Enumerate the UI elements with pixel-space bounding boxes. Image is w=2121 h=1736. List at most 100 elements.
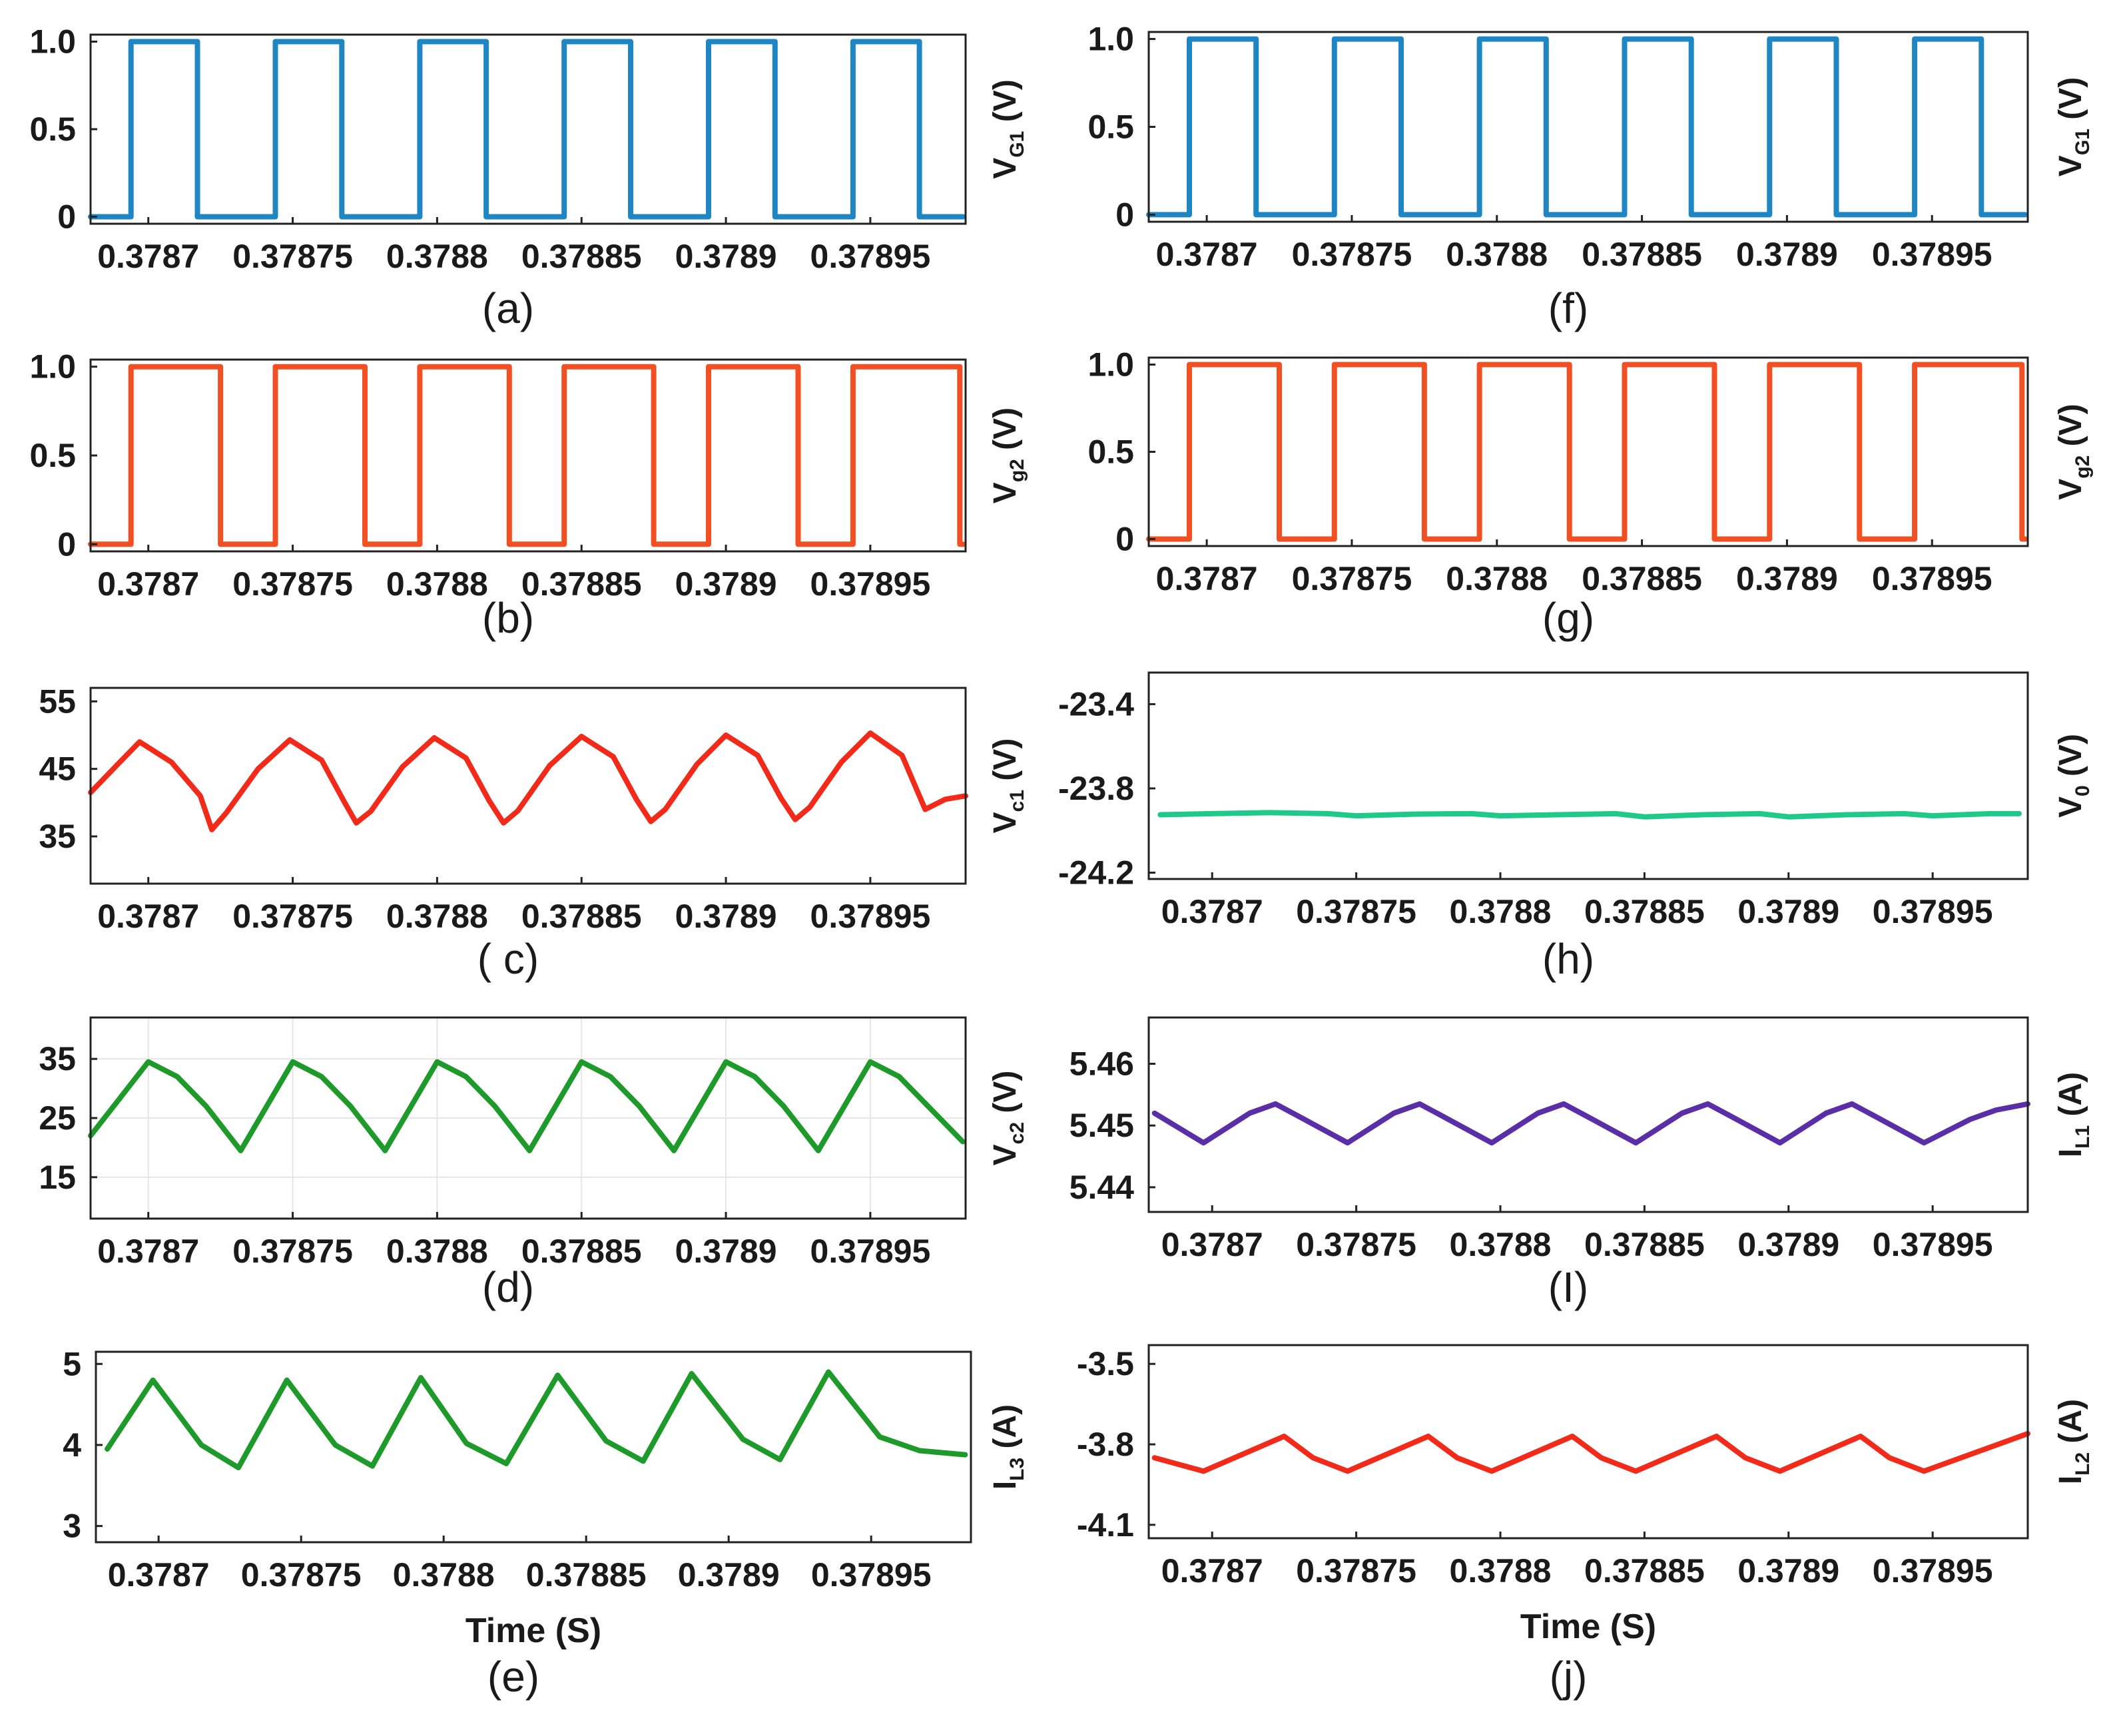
panel-caption: (g): [1542, 594, 1594, 642]
panel-caption: (h): [1542, 935, 1594, 983]
y-tick-label: 15: [39, 1159, 76, 1196]
y-tick-label: 3: [63, 1508, 81, 1545]
y-axis-label: VG1 (V): [2053, 77, 2094, 176]
x-tick-label: 0.37875: [1292, 236, 1412, 273]
x-tick-label: 0.3788: [1446, 236, 1548, 273]
x-tick-label: 0.3789: [675, 1233, 777, 1270]
series-line-VG1: [1146, 36, 2028, 218]
panel-caption: (e): [487, 1653, 539, 1701]
x-tick-label: 0.3789: [675, 898, 777, 935]
x-tick-label: 0.37885: [521, 1233, 642, 1270]
x-tick-label: 0.37885: [521, 238, 642, 275]
y-tick-label: 4: [63, 1426, 81, 1464]
y-tick-label: -24.2: [1058, 854, 1134, 892]
panel-c: 0.3787 0.37875 0.3788 0.37885 0.3789 0.37895 3…: [39, 683, 1028, 983]
y-tick-label: 0.5: [1087, 109, 1134, 146]
y-tick-label: -23.8: [1058, 770, 1134, 807]
y-tick-label: -23.4: [1058, 685, 1134, 723]
x-tick-label: 0.37895: [810, 1233, 931, 1270]
y-tick-label: 5.45: [1069, 1107, 1134, 1144]
panel-a: 0.3787 0.37875 0.3788 0.37885 0.3789 0.37895 0…: [29, 23, 1028, 332]
series-line-IL3: [105, 1369, 968, 1470]
x-tick-label: 0.37895: [1872, 560, 1992, 597]
y-tick-label: 1.0: [29, 23, 76, 61]
panel-b: 0.3787 0.37875 0.3788 0.37885 0.3789 0.37895 0…: [29, 348, 1028, 642]
series-line-IL1: [1151, 1101, 2030, 1146]
y-tick-label: -3.8: [1077, 1426, 1134, 1463]
x-tick-label: 0.37885: [1584, 893, 1705, 930]
plot-frame: [1147, 1344, 2029, 1540]
y-axis-label: IL1 (A): [2053, 1072, 2094, 1157]
x-tick-label: 0.37875: [232, 565, 353, 603]
x-tick-label: 0.37875: [1292, 560, 1412, 597]
x-tick-label: 0.37885: [521, 898, 642, 935]
x-tick-label: 0.3788: [386, 1233, 488, 1270]
x-tick-label: 0.3787: [97, 565, 199, 603]
x-tick-label: 0.3789: [1737, 893, 1839, 930]
x-tick-label: 0.37875: [241, 1556, 362, 1593]
x-tick-label: 0.3787: [108, 1556, 210, 1593]
plot-frame: [1147, 31, 2029, 223]
x-tick-label: 0.3788: [1450, 893, 1552, 930]
y-tick-label: 5.46: [1069, 1045, 1134, 1083]
x-tick-label: 0.3789: [675, 238, 777, 275]
y-axis-label: IL2 (A): [2053, 1399, 2094, 1484]
x-tick-label: 0.3789: [675, 565, 777, 603]
series-line-Vg2: [88, 364, 966, 547]
x-tick-label: 0.37875: [1296, 1552, 1416, 1590]
x-tick-label: 0.3787: [1161, 1226, 1263, 1263]
plot-frame: [95, 1350, 972, 1544]
x-tick-label: 0.37885: [526, 1556, 647, 1593]
x-tick-label: 0.37895: [811, 1556, 932, 1593]
x-tick-label: 0.37875: [232, 238, 353, 275]
y-tick-label: 5: [63, 1345, 81, 1382]
x-tick-label: 0.3789: [1736, 236, 1838, 273]
series-line-IL2: [1151, 1430, 2030, 1474]
panel-i: 0.3787 0.37875 0.3788 0.37885 0.3789 0.37895 5…: [1069, 1016, 2094, 1311]
panel-h: 0.3787 0.37875 0.3788 0.37885 0.3789 0.37895 -…: [1058, 671, 2094, 983]
x-tick-label: 0.3788: [386, 565, 488, 603]
y-tick-label: 25: [39, 1099, 76, 1137]
panel-caption: (f): [1548, 284, 1588, 332]
x-tick-label: 0.37895: [810, 898, 931, 935]
panel-e: 0.3787 0.37875 0.3788 0.37885 0.3789 0.37895 3…: [63, 1345, 1028, 1701]
x-tick-label: 0.37895: [810, 238, 931, 275]
x-tick-label: 0.3787: [97, 238, 199, 275]
y-tick-label: 35: [39, 818, 76, 855]
y-tick-label: 0: [1115, 521, 1134, 558]
y-tick-label: 55: [39, 683, 76, 720]
y-tick-label: 35: [39, 1040, 76, 1077]
x-tick-label: 0.3787: [97, 898, 199, 935]
x-tick-label: 0.3788: [393, 1556, 495, 1593]
y-tick-label: -3.5: [1077, 1345, 1134, 1382]
x-tick-label: 0.37885: [1582, 560, 1702, 597]
x-tick-label: 0.3787: [1161, 1552, 1263, 1590]
x-tick-label: 0.3789: [678, 1556, 780, 1593]
x-tick-label: 0.37875: [1296, 893, 1416, 930]
y-tick-label: 1.0: [1087, 21, 1134, 58]
y-axis-label: Vg2 (V): [2053, 404, 2094, 499]
x-tick-label: 0.3787: [1156, 236, 1258, 273]
x-tick-label: 0.37875: [232, 1233, 353, 1270]
panel-caption: (I): [1548, 1263, 1588, 1311]
panel-caption: ( c): [477, 935, 539, 983]
y-tick-label: 1.0: [1087, 346, 1134, 383]
panel-caption: (b): [482, 594, 534, 642]
panel-d: 0.3787 0.37875 0.3788 0.37885 0.3789 0.37895 1…: [39, 1016, 1028, 1311]
x-tick-label: 0.3787: [1161, 893, 1263, 930]
y-tick-label: -4.1: [1077, 1506, 1134, 1544]
y-tick-label: 45: [39, 750, 76, 788]
plot-frame: [89, 687, 967, 885]
x-tick-label: 0.37895: [1873, 893, 1993, 930]
x-tick-label: 0.37885: [1584, 1226, 1705, 1263]
plot-frame: [1147, 671, 2029, 880]
y-tick-label: 0: [1115, 196, 1134, 233]
series-line-Vc1: [88, 730, 968, 832]
panel-g: 0.3787 0.37875 0.3788 0.37885 0.3789 0.37895 0…: [1087, 346, 2094, 642]
series-line-VG1: [88, 39, 966, 220]
x-tick-label: 0.3789: [1736, 560, 1838, 597]
y-axis-label: Vg2 (V): [988, 408, 1028, 503]
plot-frame: [1147, 1016, 2029, 1213]
panel-caption: (d): [482, 1263, 534, 1311]
panel-caption: (a): [482, 284, 534, 332]
